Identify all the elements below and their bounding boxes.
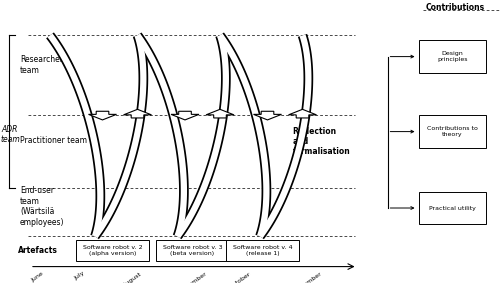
Text: October: October <box>228 271 252 283</box>
Bar <box>156 240 229 261</box>
Text: Design
principles: Design principles <box>437 51 468 62</box>
Text: Practical utility: Practical utility <box>429 205 476 211</box>
Bar <box>419 192 486 224</box>
Text: Contributions to
theory: Contributions to theory <box>427 126 478 137</box>
Text: Contributions: Contributions <box>426 3 485 12</box>
Text: ADR
team: ADR team <box>1 125 21 144</box>
Text: Software robot v. 2
(alpha version): Software robot v. 2 (alpha version) <box>82 245 142 256</box>
Text: December: December <box>292 271 322 283</box>
Polygon shape <box>171 111 199 120</box>
Polygon shape <box>288 109 316 118</box>
Text: July: July <box>74 271 86 282</box>
Bar <box>419 40 486 73</box>
Bar <box>76 240 149 261</box>
Bar <box>419 115 486 148</box>
Text: Software robot v. 4
(release 1): Software robot v. 4 (release 1) <box>232 245 292 256</box>
Polygon shape <box>88 111 117 120</box>
Bar <box>226 240 299 261</box>
Text: Practitioner team: Practitioner team <box>20 136 87 145</box>
Text: Artefacts: Artefacts <box>18 246 58 255</box>
Text: End-user
team
(Wärtsilä
employees): End-user team (Wärtsilä employees) <box>20 186 64 227</box>
Text: Researcher
team: Researcher team <box>20 55 63 75</box>
Polygon shape <box>124 109 152 118</box>
Text: June: June <box>30 271 44 283</box>
Text: August: August <box>122 271 143 283</box>
Polygon shape <box>254 111 281 120</box>
Text: Software robot v. 3
(beta version): Software robot v. 3 (beta version) <box>162 245 222 256</box>
Text: Reflection
and
formalisation: Reflection and formalisation <box>292 127 350 156</box>
Polygon shape <box>206 109 234 118</box>
Text: September: September <box>177 271 208 283</box>
